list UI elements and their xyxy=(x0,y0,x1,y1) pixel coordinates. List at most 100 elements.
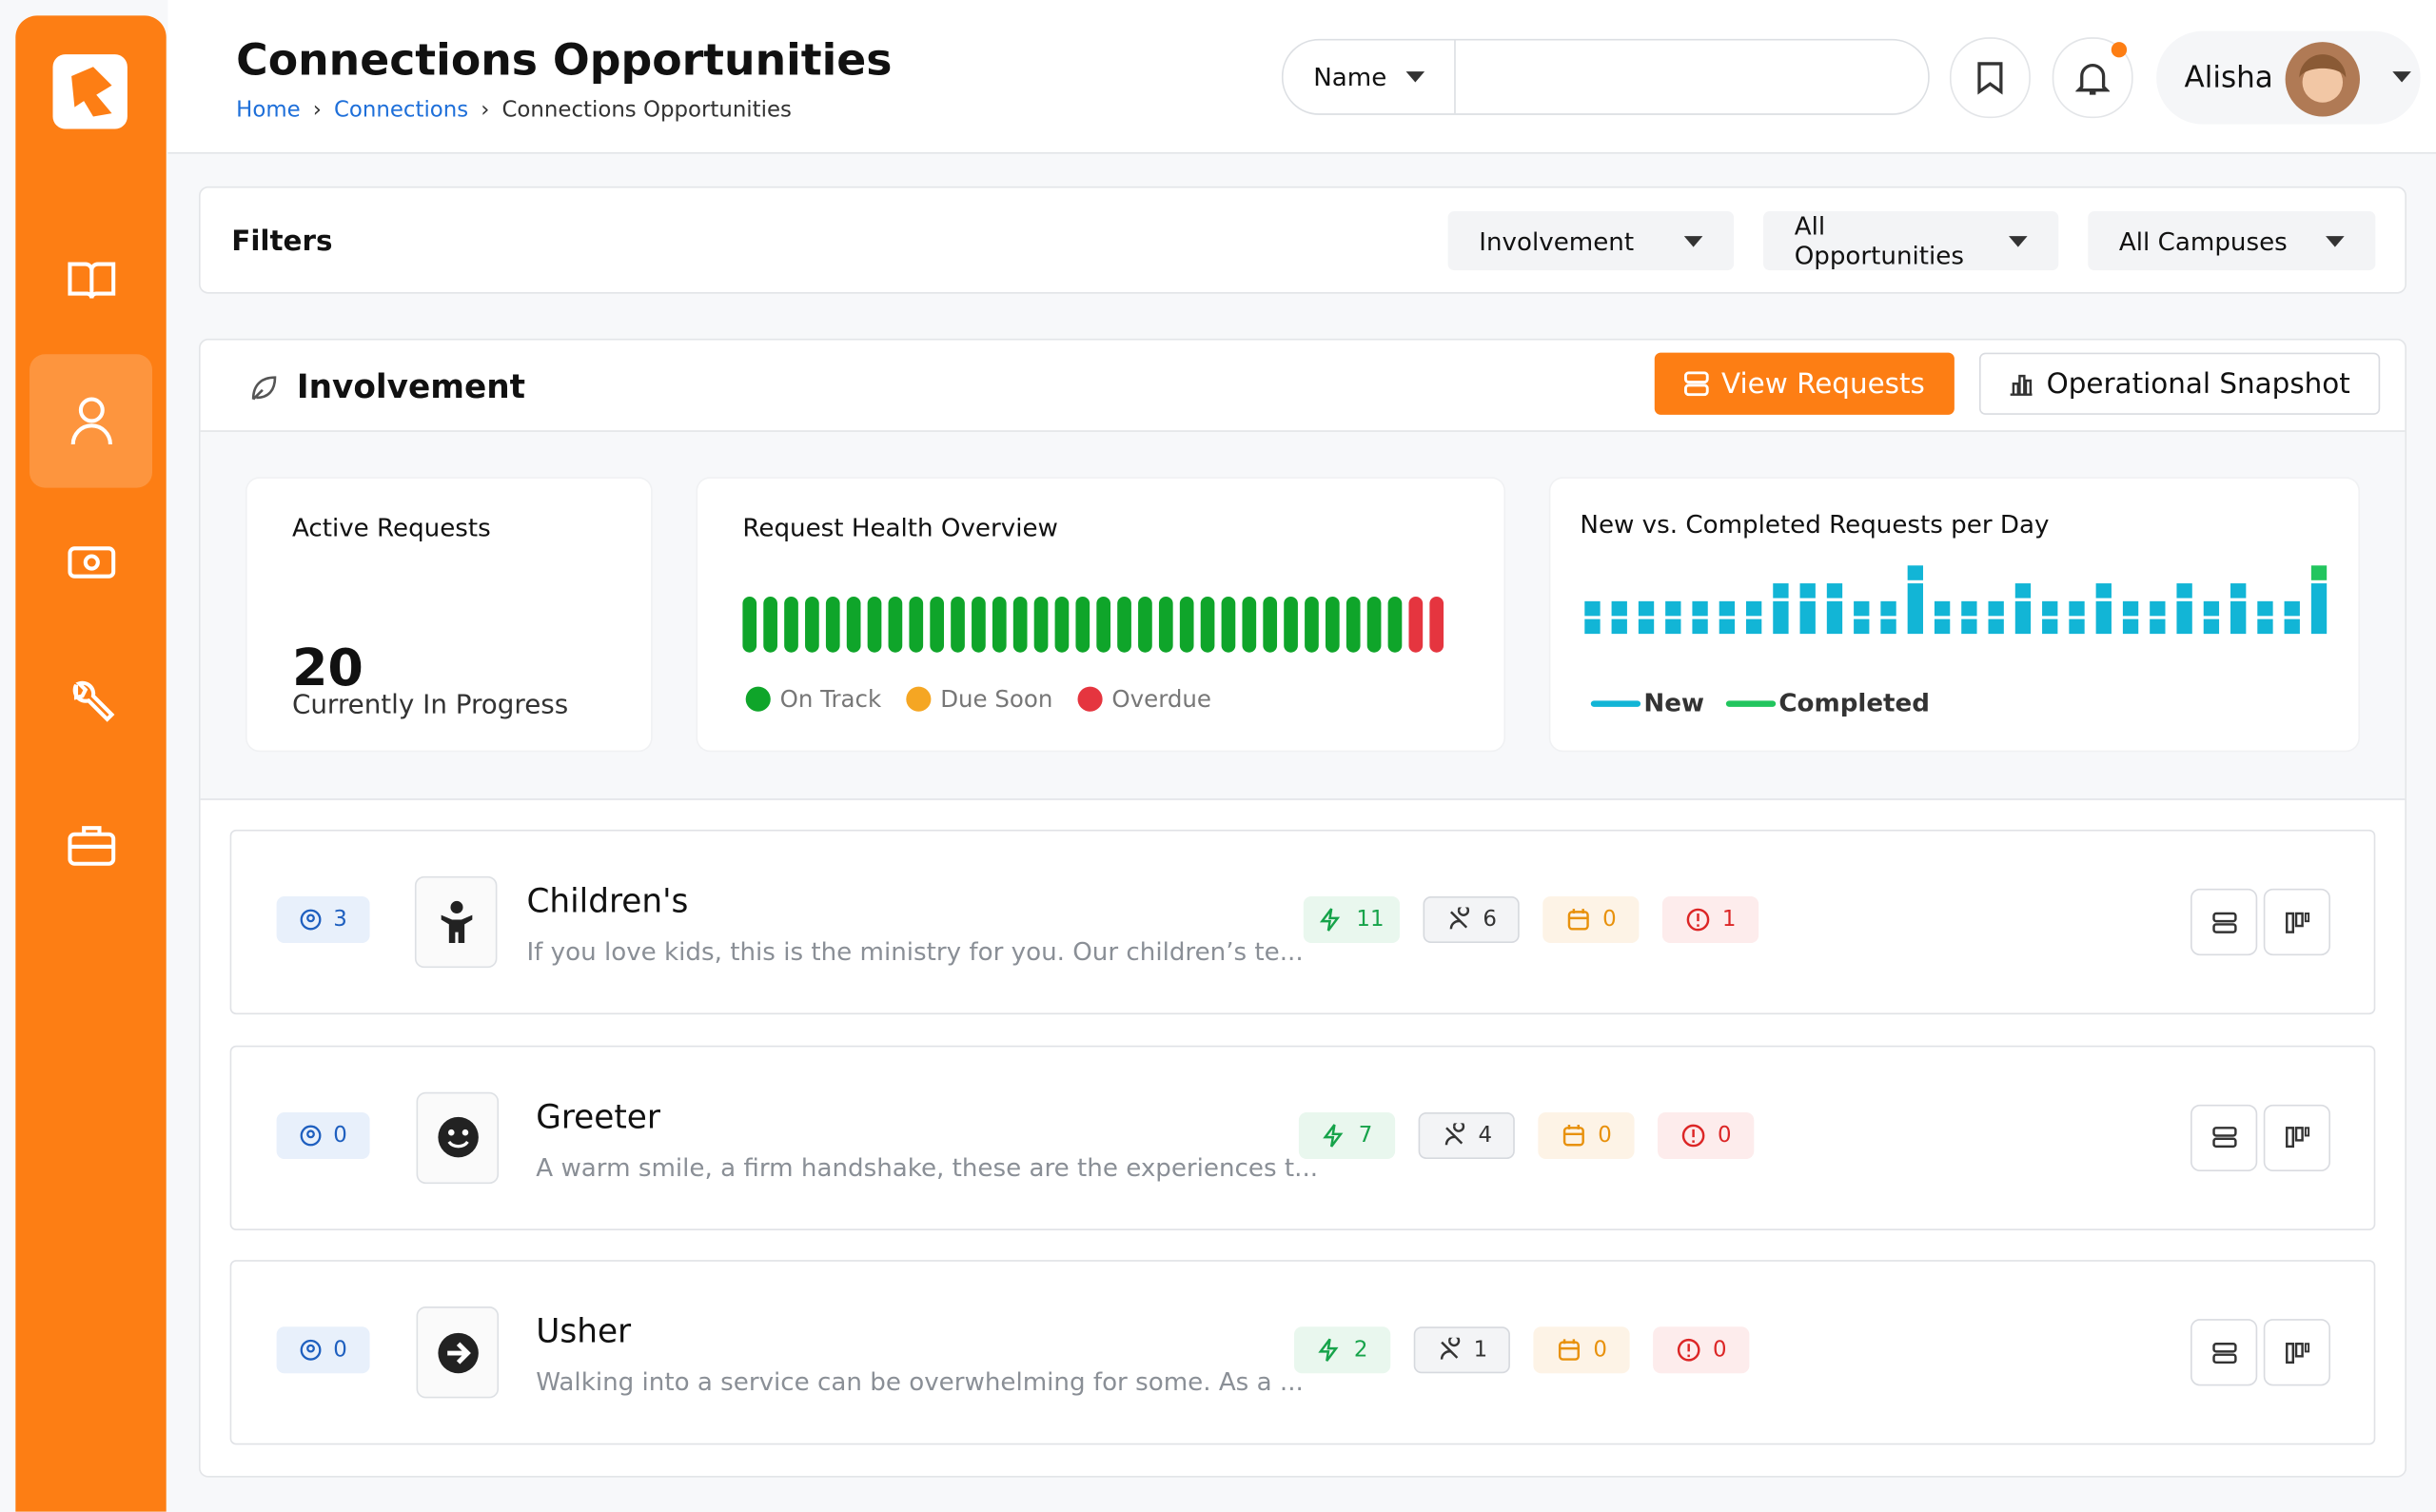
board-view-button[interactable] xyxy=(2263,1319,2330,1386)
assigned-count: 4 xyxy=(1478,1122,1493,1148)
icon xyxy=(2211,1342,2236,1364)
icon xyxy=(1677,1338,1699,1362)
list-view-button[interactable] xyxy=(2190,888,2258,956)
overdue-count: 1 xyxy=(1721,907,1737,933)
opportunity-row[interactable]: 3 Children's If you love kids, this is the… xyxy=(229,829,2376,1015)
day-bar xyxy=(1773,583,1789,599)
day-bar xyxy=(2069,619,2085,635)
card-title: Active Requests xyxy=(291,512,491,542)
decoration xyxy=(2211,911,2236,922)
legend-label: Completed xyxy=(1778,690,1930,718)
filter-dropdown[interactable]: All Campuses xyxy=(2088,211,2376,271)
decoration xyxy=(461,1129,468,1136)
opportunity-name: Usher xyxy=(536,1312,632,1350)
search-input[interactable] xyxy=(1456,40,1928,113)
nav-people[interactable] xyxy=(29,354,152,488)
health-bar xyxy=(1325,596,1340,653)
decoration xyxy=(1559,1339,1579,1350)
day-bar xyxy=(1584,600,1601,617)
decoration xyxy=(2285,911,2294,933)
decoration xyxy=(305,1129,315,1138)
search-field-select[interactable]: Name xyxy=(1284,40,1456,114)
day-bar xyxy=(1692,600,1708,617)
crumb[interactable]: Home xyxy=(236,97,301,123)
day-bar xyxy=(2095,583,2112,599)
decoration xyxy=(2285,1127,2294,1149)
health-bar xyxy=(1366,596,1382,653)
filter-dropdown[interactable]: Involvement xyxy=(1447,211,1735,271)
assigned-badge: 4 xyxy=(1418,1111,1515,1159)
list-view-button[interactable] xyxy=(2190,1103,2258,1171)
due-badge: 0 xyxy=(1542,896,1640,944)
icon xyxy=(1317,1338,1338,1362)
notifications-button[interactable] xyxy=(2052,37,2133,119)
logo[interactable] xyxy=(52,54,128,129)
leaf-icon xyxy=(251,376,277,401)
decoration xyxy=(299,1339,321,1361)
assigned-count: 6 xyxy=(1483,907,1497,933)
health-bar xyxy=(1346,596,1361,653)
day-bar xyxy=(1988,619,2004,635)
nav-library[interactable] xyxy=(29,213,152,346)
bookmark-button[interactable] xyxy=(1949,37,2031,119)
opportunity-row[interactable]: 0 Usher Walking into a service can be over… xyxy=(229,1260,2376,1445)
decoration xyxy=(1568,909,1587,920)
decoration xyxy=(1684,371,1709,384)
operational-snapshot-button[interactable]: Operational Snapshot xyxy=(1978,352,2381,415)
view-requests-button[interactable]: View Requests xyxy=(1654,352,1955,415)
due-count: 0 xyxy=(1602,907,1617,933)
crumb[interactable]: Connections xyxy=(333,97,469,123)
health-bar xyxy=(1429,596,1444,653)
due-badge: 0 xyxy=(1533,1326,1630,1374)
nav-finance[interactable] xyxy=(29,496,152,629)
user-menu[interactable]: Alisha xyxy=(2156,30,2421,125)
health-bar xyxy=(825,596,840,653)
board-view-button[interactable] xyxy=(2263,888,2330,956)
day-bar xyxy=(1854,600,1870,617)
day-bar xyxy=(1584,619,1601,635)
filter-dropdown[interactable]: All Opportunities xyxy=(1763,211,2059,271)
user-menu-caret xyxy=(2392,71,2411,83)
nav-tools[interactable] xyxy=(29,637,152,770)
health-bar xyxy=(1096,596,1111,653)
icon xyxy=(2211,911,2236,933)
decoration xyxy=(1448,907,1469,930)
day-bar xyxy=(1961,600,1977,617)
list-view-button[interactable] xyxy=(2190,1319,2258,1386)
opportunity-description: A warm smile, a firm handshake, these ar… xyxy=(536,1151,1319,1182)
kpi-value: 20 xyxy=(291,637,363,698)
day-bar xyxy=(2176,600,2192,635)
filter-value: All Campuses xyxy=(2118,226,2288,256)
day-bar xyxy=(1907,565,1923,580)
health-bar xyxy=(930,596,944,653)
avatar xyxy=(2285,42,2360,117)
opportunity-row[interactable]: 0 Greeter A warm smile, a firm handshake, … xyxy=(229,1044,2376,1230)
crumb: Connections Opportunities xyxy=(501,97,792,123)
health-bar xyxy=(784,596,798,653)
notification-dot xyxy=(2111,42,2128,58)
decoration xyxy=(446,1140,468,1149)
legend-marker xyxy=(1077,686,1103,712)
icon xyxy=(437,1331,479,1373)
nav-jobs[interactable] xyxy=(29,778,152,912)
icon xyxy=(1320,908,1341,932)
board-view-button[interactable] xyxy=(2263,1103,2330,1171)
opportunity-icon xyxy=(416,1306,500,1399)
decoration xyxy=(440,913,472,943)
icon xyxy=(1562,1124,1584,1146)
health-bar xyxy=(1158,596,1173,653)
overdue-badge: 0 xyxy=(1658,1111,1755,1159)
filter-value: All Opportunities xyxy=(1794,211,1964,271)
filters-bar: Filters Involvement All Opportunities Al… xyxy=(198,186,2407,294)
day-bar xyxy=(2284,600,2300,617)
icon xyxy=(67,546,115,579)
day-bar xyxy=(1611,600,1627,617)
health-bar xyxy=(1408,596,1424,653)
health-bar xyxy=(1200,596,1215,653)
decoration xyxy=(71,67,112,117)
decoration xyxy=(69,826,113,849)
decoration xyxy=(69,423,112,445)
day-bar xyxy=(1826,600,1843,635)
icon xyxy=(1322,1123,1343,1147)
